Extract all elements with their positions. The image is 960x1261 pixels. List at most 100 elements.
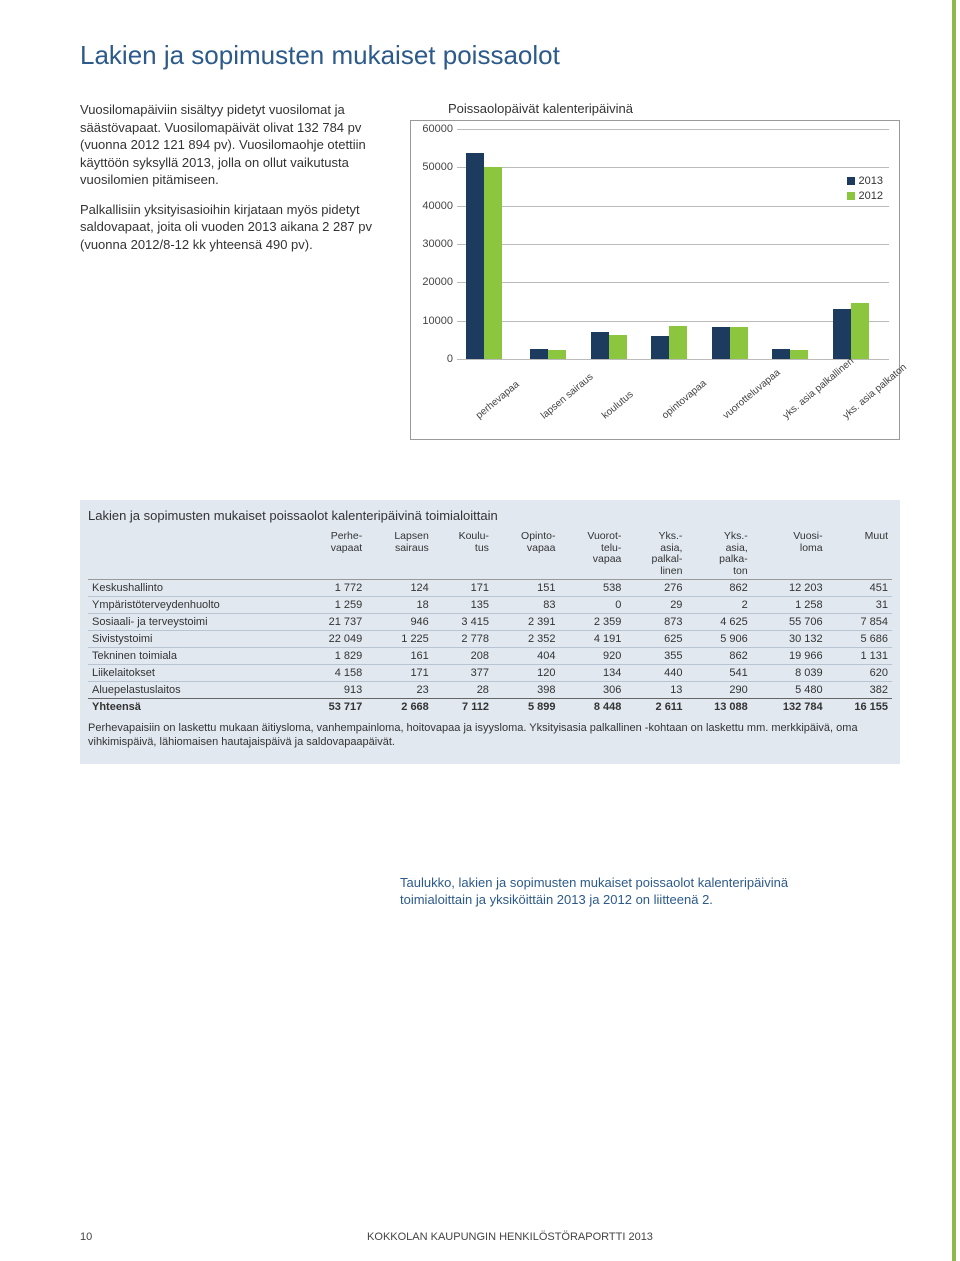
cell: 276 [625, 580, 686, 597]
bar-2013 [833, 309, 851, 359]
cell: 451 [827, 580, 892, 597]
cell: 1 772 [301, 580, 366, 597]
totals-cell: 2 668 [366, 699, 433, 716]
gridline [457, 321, 889, 322]
cell: 1 258 [752, 597, 827, 614]
legend-label: 2012 [859, 190, 883, 202]
cell: 4 158 [301, 665, 366, 682]
y-tick-label: 10000 [413, 315, 453, 327]
bar-2013 [591, 332, 609, 359]
legend-swatch [847, 177, 855, 185]
cell: 161 [366, 648, 433, 665]
totals-cell: 53 717 [301, 699, 366, 716]
col-header: Vuosi-loma [752, 529, 827, 580]
cell: 2 359 [559, 614, 625, 631]
totals-cell: 132 784 [752, 699, 827, 716]
cell: 306 [559, 682, 625, 699]
chart-title: Poissaolopäivät kalenteripäivinä [448, 101, 900, 116]
table-row: Sivistystoimi22 0491 2252 7782 3524 1916… [88, 631, 892, 648]
bar-2012 [609, 335, 627, 359]
cell: 862 [686, 648, 751, 665]
cell: 862 [686, 580, 751, 597]
gridline [457, 359, 889, 360]
cell: 22 049 [301, 631, 366, 648]
cell: 620 [827, 665, 892, 682]
page-title: Lakien ja sopimusten mukaiset poissaolot [80, 40, 900, 71]
x-tick-label: lapsen sairaus [539, 372, 595, 422]
cell: 3 415 [433, 614, 493, 631]
intro-text: Vuosilomapäiviin sisältyy pidetyt vuosil… [80, 101, 390, 440]
cell: 4 625 [686, 614, 751, 631]
gridline [457, 167, 889, 168]
page-number: 10 [80, 1231, 120, 1243]
bar-2013 [530, 349, 548, 359]
bar-2012 [851, 303, 869, 359]
cell: 28 [433, 682, 493, 699]
cell: 83 [493, 597, 560, 614]
chart-box: 0100002000030000400005000060000 perhevap… [410, 120, 900, 440]
totals-cell: 16 155 [827, 699, 892, 716]
bar-2013 [651, 336, 669, 359]
cell: 0 [559, 597, 625, 614]
cell: 120 [493, 665, 560, 682]
cell: 398 [493, 682, 560, 699]
totals-cell: 5 899 [493, 699, 560, 716]
table-caption: Lakien ja sopimusten mukaiset poissaolot… [88, 508, 892, 523]
table-note: Perhevapaisiin on laskettu mukaan äitiys… [88, 721, 892, 750]
cell: 208 [433, 648, 493, 665]
chart-legend: 2013 2012 [847, 175, 883, 205]
cell: 30 132 [752, 631, 827, 648]
x-tick-label: perhevapaa [474, 379, 522, 421]
table-row: Keskushallinto1 77212417115153827686212 … [88, 580, 892, 597]
totals-row: Yhteensä53 7172 6687 1125 8998 4482 6111… [88, 699, 892, 716]
page-footer: 10 KOKKOLAN KAUPUNGIN HENKILÖSTÖRAPORTTI… [80, 1231, 900, 1243]
appendix-note: Taulukko, lakien ja sopimusten mukaiset … [400, 874, 860, 909]
cell: 135 [433, 597, 493, 614]
cell: 13 [625, 682, 686, 699]
cell: 2 352 [493, 631, 560, 648]
cell: 8 039 [752, 665, 827, 682]
cell: 290 [686, 682, 751, 699]
bar-2012 [790, 350, 808, 359]
cell: 913 [301, 682, 366, 699]
cell: 29 [625, 597, 686, 614]
totals-label: Yhteensä [88, 699, 301, 716]
totals-cell: 13 088 [686, 699, 751, 716]
cell: 920 [559, 648, 625, 665]
bar-2013 [466, 153, 484, 359]
col-header: Lapsensairaus [366, 529, 433, 580]
col-header: Opinto-vapaa [493, 529, 560, 580]
cell: 23 [366, 682, 433, 699]
footer-title: KOKKOLAN KAUPUNGIN HENKILÖSTÖRAPORTTI 20… [120, 1231, 900, 1243]
bar-2012 [548, 350, 566, 359]
gridline [457, 206, 889, 207]
cell: 355 [625, 648, 686, 665]
cell: 377 [433, 665, 493, 682]
gridline [457, 129, 889, 130]
cell: 541 [686, 665, 751, 682]
y-tick-label: 30000 [413, 238, 453, 250]
legend-label: 2013 [859, 175, 883, 187]
cell: 1 225 [366, 631, 433, 648]
cell: 134 [559, 665, 625, 682]
x-tick-label: koulutus [600, 389, 636, 421]
table-row: Tekninen toimiala1 829161208404920355862… [88, 648, 892, 665]
cell: 55 706 [752, 614, 827, 631]
col-header: Yks.-asia,palka-ton [686, 529, 751, 580]
row-label: Aluepelastuslaitos [88, 682, 301, 699]
table-row: Ympäristöterveydenhuolto1 25918135830292… [88, 597, 892, 614]
x-tick-label: opintovapaa [660, 378, 709, 421]
bar-2012 [484, 167, 502, 359]
table-row: Aluepelastuslaitos9132328398306132905 48… [88, 682, 892, 699]
bar-2012 [669, 326, 687, 359]
col-header: Muut [827, 529, 892, 580]
col-header: Koulu-tus [433, 529, 493, 580]
paragraph-1: Vuosilomapäiviin sisältyy pidetyt vuosil… [80, 101, 390, 189]
cell: 404 [493, 648, 560, 665]
right-border-accent [952, 0, 956, 1261]
cell: 19 966 [752, 648, 827, 665]
y-tick-label: 0 [413, 353, 453, 365]
absence-table: Lakien ja sopimusten mukaiset poissaolot… [80, 500, 900, 764]
cell: 2 391 [493, 614, 560, 631]
bar-2012 [730, 327, 748, 359]
